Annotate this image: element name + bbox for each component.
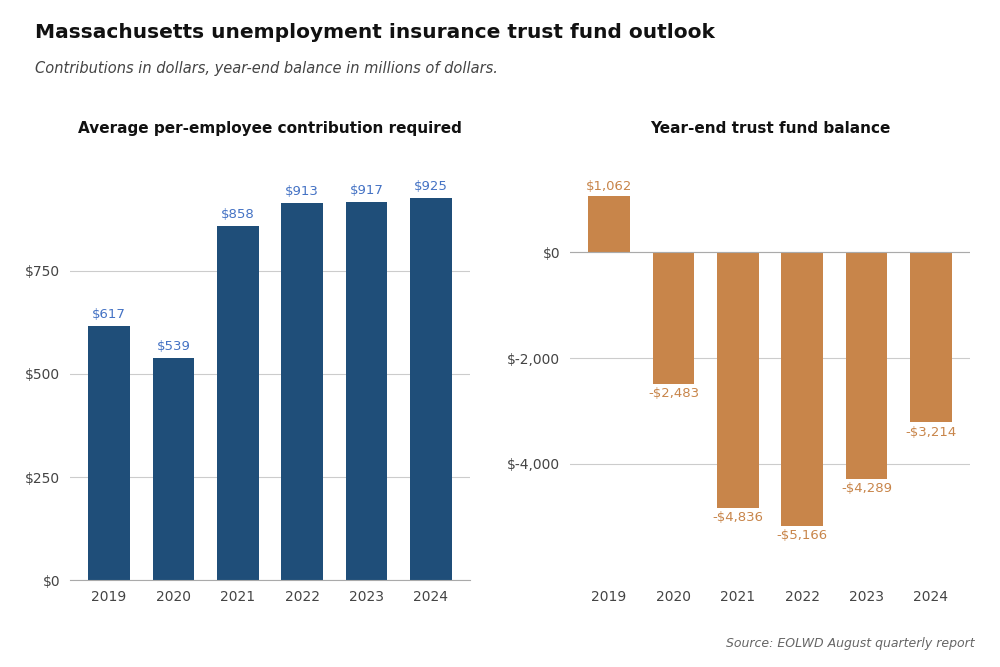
Text: Contributions in dollars, year-end balance in millions of dollars.: Contributions in dollars, year-end balan… [35,61,498,76]
Bar [846,253,887,480]
Text: -$4,836: -$4,836 [712,512,763,524]
Bar [153,358,194,580]
Bar [217,226,259,580]
Text: $913: $913 [285,185,319,198]
Bar [781,253,823,526]
Text: $917: $917 [350,183,383,197]
Title: Average per-employee contribution required: Average per-employee contribution requir… [78,121,462,136]
Text: -$4,289: -$4,289 [841,482,892,496]
Bar [588,196,630,253]
Bar [653,253,694,384]
Text: $858: $858 [221,208,255,221]
Bar [88,325,130,580]
Text: -$3,214: -$3,214 [905,426,957,439]
Bar [346,201,387,580]
Text: $617: $617 [92,307,126,321]
Bar [717,253,759,508]
Text: $1,062: $1,062 [586,180,632,193]
Text: -$5,166: -$5,166 [777,529,828,542]
Text: $925: $925 [414,180,448,193]
Bar [910,253,952,422]
Text: Massachusetts unemployment insurance trust fund outlook: Massachusetts unemployment insurance tru… [35,23,715,42]
Text: $539: $539 [157,340,190,353]
Title: Year-end trust fund balance: Year-end trust fund balance [650,121,890,136]
Text: Source: EOLWD August quarterly report: Source: EOLWD August quarterly report [726,638,975,650]
Text: -$2,483: -$2,483 [648,387,699,400]
Bar [281,203,323,580]
Bar [410,198,452,580]
